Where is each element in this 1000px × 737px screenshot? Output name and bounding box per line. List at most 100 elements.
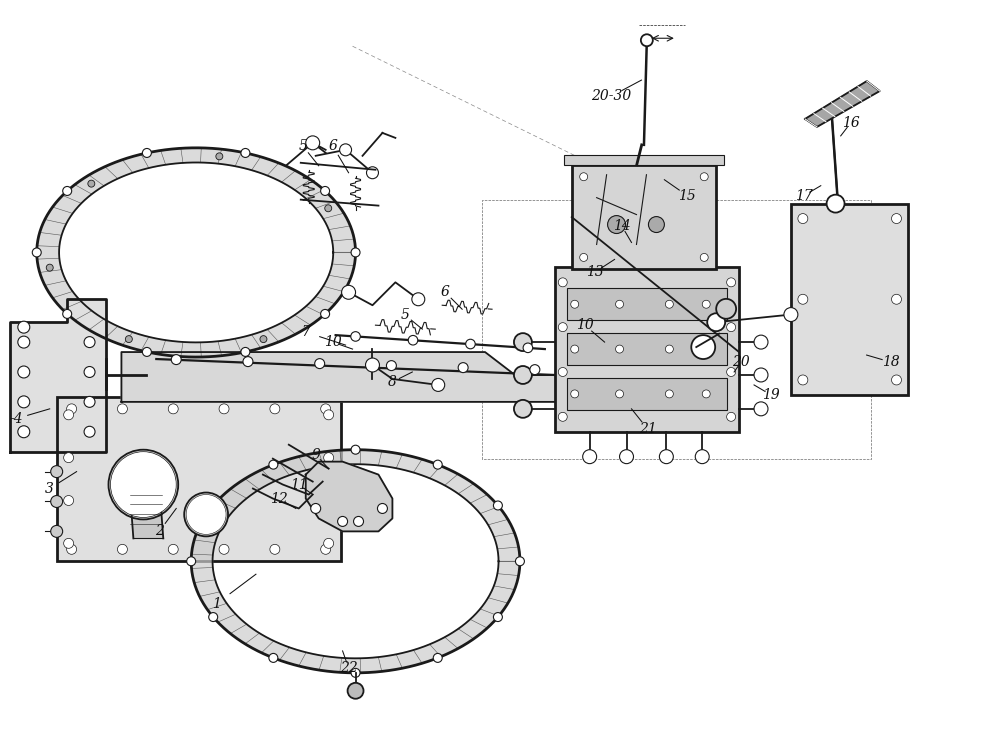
Text: 20-30: 20-30 <box>591 89 632 103</box>
Circle shape <box>514 400 532 418</box>
Text: 18: 18 <box>882 355 899 369</box>
Circle shape <box>616 300 624 308</box>
Circle shape <box>342 285 356 299</box>
Circle shape <box>571 300 579 308</box>
Circle shape <box>727 323 736 332</box>
Bar <box>567 333 727 365</box>
Circle shape <box>659 450 673 464</box>
Circle shape <box>325 205 332 212</box>
Circle shape <box>515 556 524 566</box>
Circle shape <box>616 390 624 398</box>
Circle shape <box>243 357 253 366</box>
Circle shape <box>269 460 278 469</box>
Circle shape <box>754 402 768 416</box>
Text: 12: 12 <box>270 492 288 506</box>
Circle shape <box>493 612 502 621</box>
Circle shape <box>707 313 725 331</box>
Text: 22: 22 <box>340 661 357 675</box>
Text: 19: 19 <box>762 388 780 402</box>
Circle shape <box>558 368 567 377</box>
Circle shape <box>84 366 95 377</box>
Polygon shape <box>805 81 880 127</box>
Circle shape <box>168 404 178 414</box>
Circle shape <box>117 404 127 414</box>
Circle shape <box>892 214 901 223</box>
Polygon shape <box>37 148 356 357</box>
Circle shape <box>571 345 579 353</box>
Circle shape <box>18 396 30 408</box>
Circle shape <box>64 453 74 463</box>
Circle shape <box>616 345 624 353</box>
Circle shape <box>580 254 588 262</box>
Circle shape <box>702 390 710 398</box>
Circle shape <box>51 525 63 537</box>
Circle shape <box>270 545 280 554</box>
Circle shape <box>188 497 224 532</box>
Circle shape <box>184 492 228 537</box>
Circle shape <box>665 300 673 308</box>
Circle shape <box>514 366 532 384</box>
Circle shape <box>580 172 588 181</box>
Circle shape <box>324 495 334 506</box>
Circle shape <box>530 365 540 374</box>
Circle shape <box>558 412 567 422</box>
Text: 17: 17 <box>795 189 813 203</box>
Circle shape <box>67 545 77 554</box>
Circle shape <box>571 390 579 398</box>
Circle shape <box>493 501 502 510</box>
Circle shape <box>18 321 30 333</box>
Text: 11: 11 <box>290 478 308 492</box>
Circle shape <box>620 450 633 464</box>
Circle shape <box>702 300 710 308</box>
Circle shape <box>121 463 165 506</box>
Circle shape <box>412 293 425 306</box>
Text: 2: 2 <box>155 525 164 539</box>
Circle shape <box>269 654 278 663</box>
Circle shape <box>700 172 708 181</box>
Circle shape <box>348 682 364 699</box>
Circle shape <box>315 359 325 368</box>
Circle shape <box>727 368 736 377</box>
Circle shape <box>110 452 176 517</box>
Circle shape <box>241 148 250 158</box>
Circle shape <box>142 148 151 158</box>
Polygon shape <box>10 299 106 452</box>
Circle shape <box>63 186 72 195</box>
Text: -4: -4 <box>9 412 23 426</box>
Circle shape <box>754 335 768 349</box>
Circle shape <box>321 545 331 554</box>
Circle shape <box>171 354 181 365</box>
Circle shape <box>324 410 334 420</box>
Circle shape <box>88 180 95 187</box>
Polygon shape <box>121 352 562 402</box>
Circle shape <box>32 248 41 257</box>
Bar <box>567 378 727 410</box>
Circle shape <box>433 460 442 469</box>
Text: 1: 1 <box>212 597 221 611</box>
Text: 9: 9 <box>311 447 320 461</box>
Bar <box>555 268 739 432</box>
Circle shape <box>84 426 95 437</box>
Circle shape <box>186 495 226 534</box>
Circle shape <box>311 503 321 514</box>
Text: 10: 10 <box>324 335 342 349</box>
Circle shape <box>67 404 77 414</box>
Bar <box>57 397 341 562</box>
Circle shape <box>892 375 901 385</box>
Circle shape <box>351 248 360 257</box>
Text: 21: 21 <box>639 422 656 436</box>
Circle shape <box>784 307 798 321</box>
Circle shape <box>260 335 267 343</box>
Circle shape <box>608 216 626 234</box>
Circle shape <box>125 335 132 343</box>
Circle shape <box>209 612 218 621</box>
Circle shape <box>18 366 30 378</box>
Circle shape <box>892 294 901 304</box>
Circle shape <box>340 144 352 156</box>
Bar <box>791 203 908 395</box>
Circle shape <box>219 545 229 554</box>
Circle shape <box>648 217 664 232</box>
Circle shape <box>117 458 169 511</box>
Polygon shape <box>306 461 392 531</box>
Circle shape <box>665 345 673 353</box>
